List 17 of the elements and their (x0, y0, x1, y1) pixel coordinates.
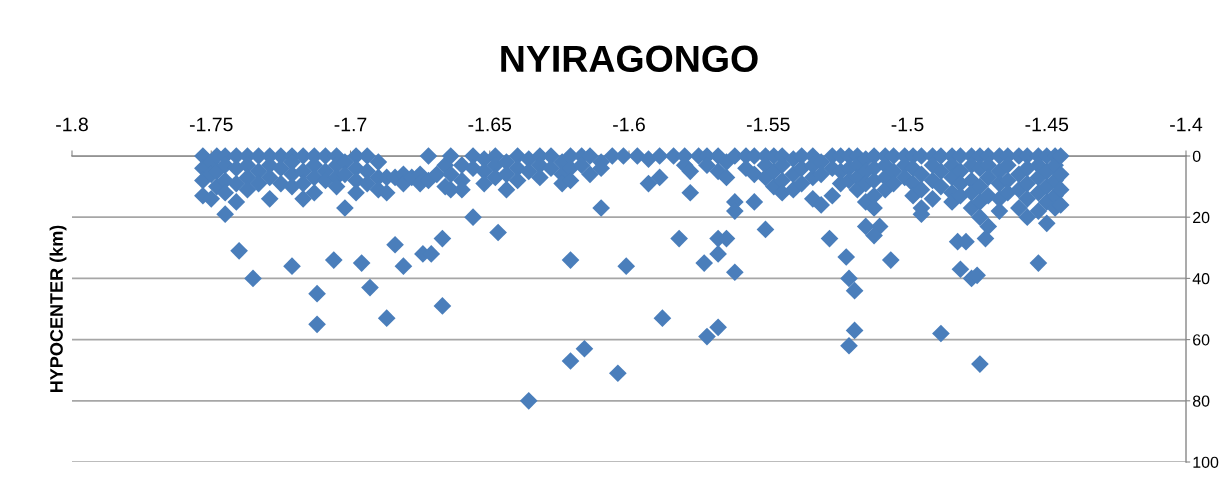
y-tick-label: 40 (1192, 273, 1210, 285)
y-tick-label: 60 (1193, 334, 1210, 346)
x-tick-label: -1.55 (746, 117, 790, 132)
chart-title: NYIRAGONGO (501, 45, 758, 73)
y-tick-label: 100 (1193, 456, 1219, 468)
x-tick-label: -1.4 (1170, 117, 1203, 132)
x-tick-label: -1.7 (334, 117, 367, 132)
x-tick-label: -1.6 (613, 117, 645, 132)
x-tick-label: -1.45 (1025, 117, 1069, 132)
x-tick-label: -1.5 (891, 117, 924, 132)
x-tick-label: -1.75 (189, 117, 233, 132)
y-tick-label: 0 (1192, 150, 1201, 162)
x-tick-label: -1.8 (56, 117, 88, 132)
y-tick-label: 20 (1193, 211, 1210, 224)
x-tick-label: -1.65 (468, 117, 512, 132)
y-axis-title: HYPOCENTER (km) (49, 225, 67, 393)
y-tick-label: 80 (1192, 395, 1210, 407)
